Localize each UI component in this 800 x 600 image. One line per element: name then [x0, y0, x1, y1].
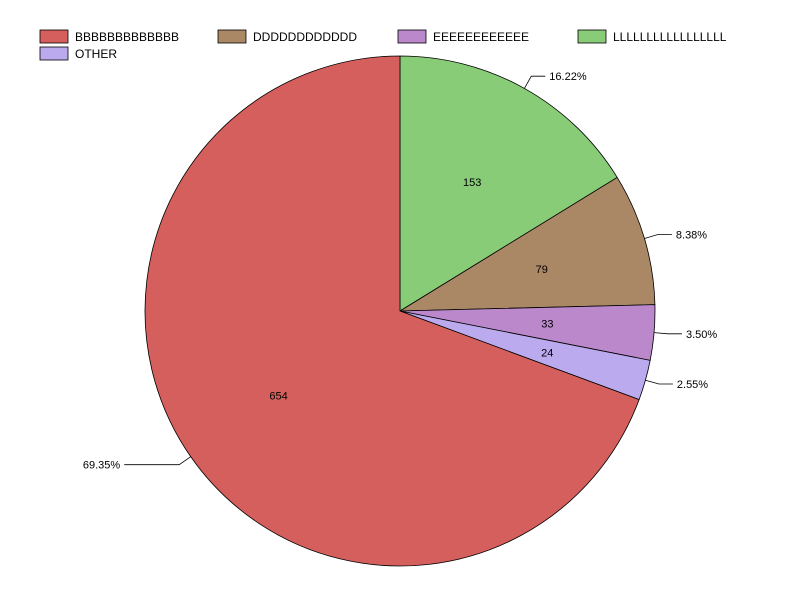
value-label-other: 24 — [541, 348, 553, 360]
legend-item-lllllllllllllllll: LLLLLLLLLLLLLLLLL — [577, 29, 727, 44]
pie-slice-lllllllllllllllll — [399, 55, 618, 312]
legend-label: OTHER — [75, 47, 117, 61]
value-label-eeeeeeeeeeee: 33 — [541, 319, 553, 331]
legend-label: EEEEEEEEEEEE — [433, 30, 529, 44]
legend-item-eeeeeeeeeeee: EEEEEEEEEEEE — [397, 29, 529, 44]
value-label-dddddddddddd: 79 — [536, 264, 548, 276]
pie-slices — [144, 55, 656, 567]
leader-line-bbbbbbbbbbbbb — [124, 456, 191, 466]
legend-swatch — [217, 29, 247, 44]
legend-item-other: OTHER — [39, 46, 117, 61]
value-label-bbbbbbbbbbbbb: 654 — [269, 391, 287, 403]
leader-line-lllllllllllllllll — [524, 75, 546, 89]
pie-slice-bbbbbbbbbbbbb — [144, 55, 640, 567]
percent-label-eeeeeeeeeeee: 3.50% — [686, 329, 717, 341]
percent-label-bbbbbbbbbbbbb: 69.35% — [83, 460, 121, 472]
leader-line-dddddddddddd — [644, 234, 672, 239]
leader-line-eeeeeeeeeeee — [654, 332, 682, 335]
legend: BBBBBBBBBBBBB DDDDDDDDDDDD EEEEEEEEEEEE LLL… — [39, 29, 727, 61]
legend-swatch — [39, 46, 69, 61]
legend-swatch — [397, 29, 427, 44]
legend-item-bbbbbbbbbbbbb: BBBBBBBBBBBBB — [39, 29, 179, 44]
value-label-lllllllllllllllll: 153 — [463, 177, 481, 189]
percent-label-other: 2.55% — [677, 379, 708, 391]
legend-item-dddddddddddd: DDDDDDDDDDDD — [217, 29, 357, 44]
percent-label-dddddddddddd: 8.38% — [676, 230, 707, 242]
legend-label: LLLLLLLLLLLLLLLLL — [613, 30, 727, 44]
legend-swatch — [577, 29, 607, 44]
pie-slice-dddddddddddd — [398, 176, 656, 312]
slice-labels: 153 16.22% 79 8.38% 33 3.50% 24 2.55% 654 69.35% — [83, 71, 718, 472]
legend-swatch — [39, 29, 69, 44]
legend-label: DDDDDDDDDDDD — [253, 30, 357, 44]
percent-label-lllllllllllllllll: 16.22% — [549, 71, 587, 83]
leader-lines — [124, 75, 682, 466]
legend-label: BBBBBBBBBBBBB — [75, 30, 179, 44]
leader-line-other — [645, 379, 673, 385]
